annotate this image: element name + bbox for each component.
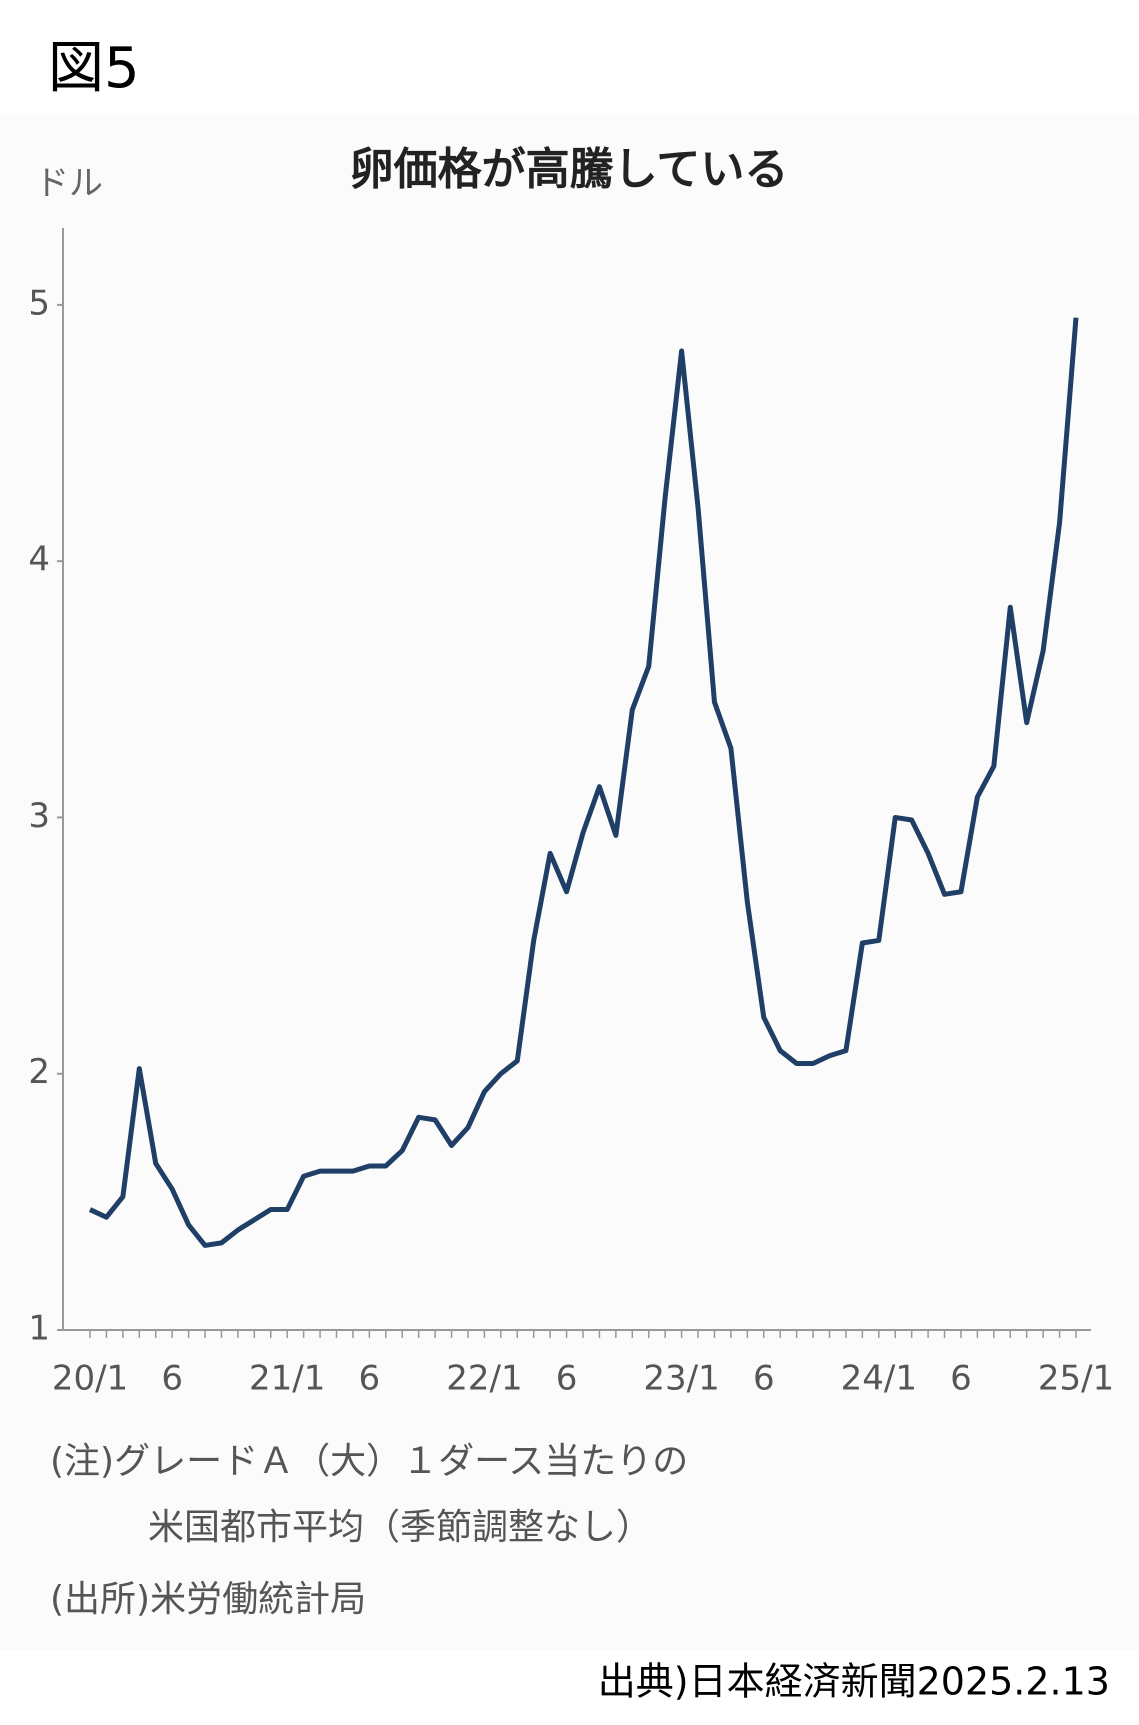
y-tick-label: 5: [28, 283, 50, 323]
x-tick-label: 6: [950, 1359, 972, 1399]
x-tick-label: 21/1: [249, 1359, 325, 1399]
source: 出典)日本経済新聞2025.2.13: [598, 1660, 1110, 1704]
chart-title: 卵価格が高騰している: [350, 144, 789, 195]
line-series: [88, 317, 1079, 1248]
note: 米国都市平均（季節調整なし）: [148, 1507, 652, 1548]
x-tick-label: 23/1: [643, 1359, 719, 1399]
y-tick-label: 1: [28, 1309, 50, 1349]
x-tick-label: 22/1: [446, 1359, 522, 1399]
x-tick-label: 6: [556, 1359, 578, 1399]
figure-label: 図5: [48, 36, 140, 101]
x-tick-label: 25/1: [1038, 1359, 1114, 1399]
x-tick-label: 6: [753, 1359, 775, 1399]
note: (注)グレードＡ（大）１ダース当たりの: [50, 1441, 688, 1482]
y-axis-unit: ドル: [35, 164, 103, 204]
x-tick-label: 24/1: [841, 1359, 917, 1399]
y-tick-label: 3: [28, 796, 50, 836]
x-tick-label: 6: [359, 1359, 381, 1399]
x-tick-label: 6: [161, 1359, 183, 1399]
y-tick-label: 4: [28, 540, 50, 580]
y-tick-label: 2: [28, 1052, 50, 1092]
x-tick-label: 20/1: [52, 1359, 128, 1399]
note: (出所)米労働統計局: [50, 1579, 366, 1620]
